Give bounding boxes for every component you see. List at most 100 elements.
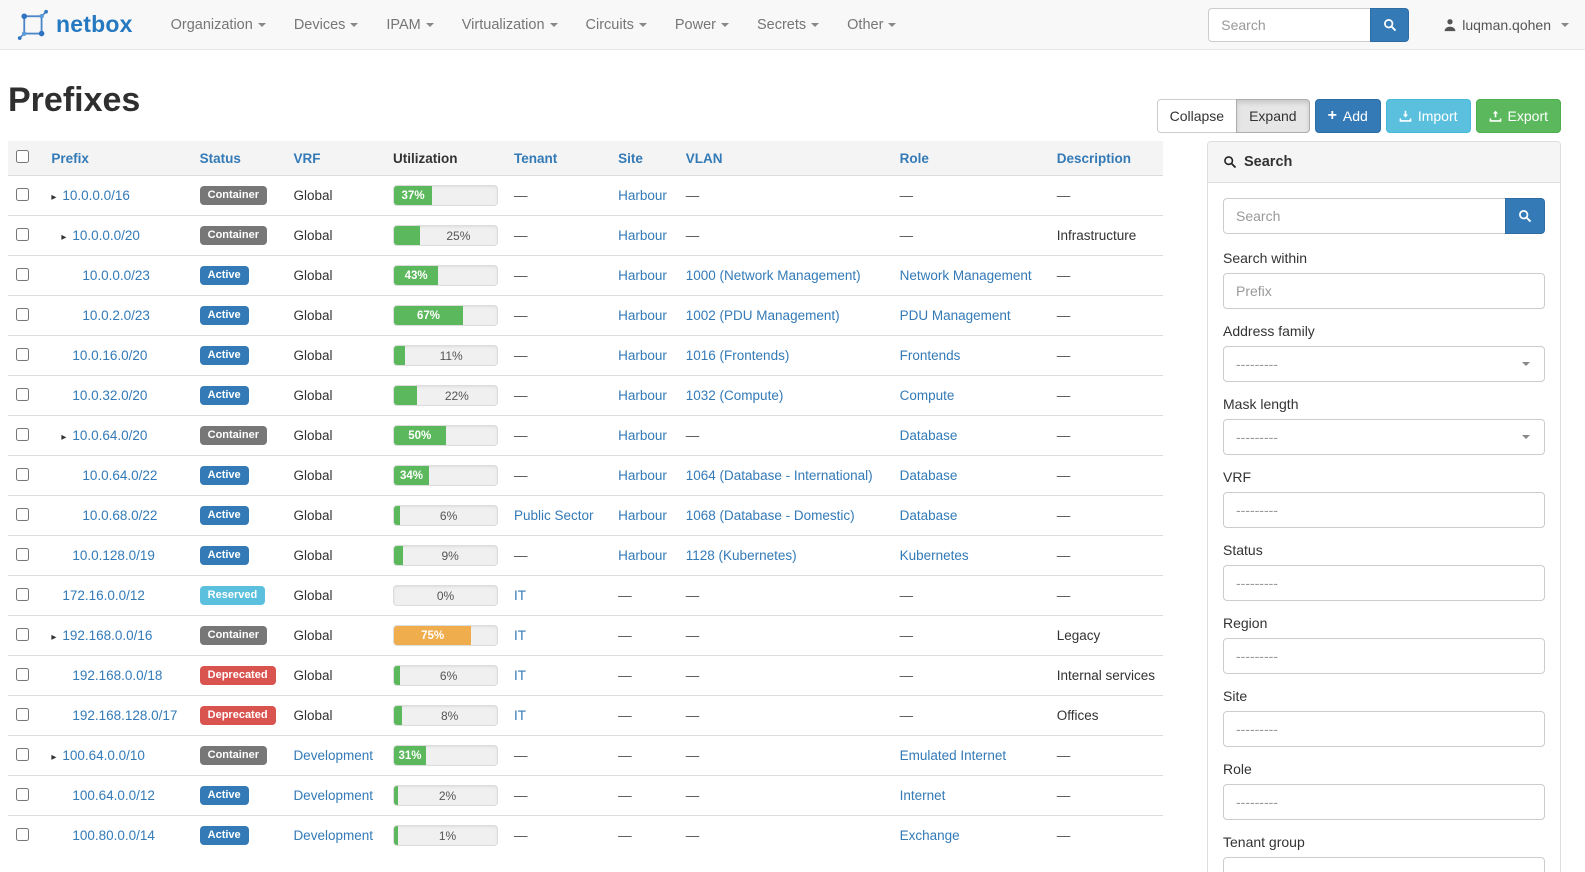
nav-menu-ipam[interactable]: IPAM	[372, 0, 447, 50]
nav-menu-other[interactable]: Other	[833, 0, 910, 50]
add-button[interactable]: + Add	[1314, 99, 1381, 133]
filter-select-site[interactable]: ---------	[1223, 711, 1545, 747]
filter-select-vrf[interactable]: ---------	[1223, 492, 1545, 528]
nav-menu-secrets[interactable]: Secrets	[743, 0, 833, 50]
prefix-link[interactable]: 10.0.68.0/22	[82, 508, 158, 523]
column-header-vlan[interactable]: VLAN	[677, 141, 892, 176]
row-checkbox[interactable]	[16, 707, 29, 721]
filter-input-search-within[interactable]	[1223, 273, 1545, 309]
prefix-link[interactable]: 10.0.64.0/22	[82, 468, 158, 483]
role-cell[interactable]: Internet	[899, 788, 946, 803]
site-cell[interactable]: Harbour	[618, 548, 667, 563]
column-header-prefix[interactable]: Prefix	[43, 141, 192, 176]
role-cell[interactable]: Compute	[899, 388, 955, 403]
filter-select-role[interactable]: ---------	[1223, 784, 1545, 820]
row-checkbox[interactable]	[16, 747, 29, 761]
prefix-link[interactable]: 10.0.0.0/20	[72, 228, 140, 243]
prefix-link[interactable]: 10.0.32.0/20	[72, 388, 148, 403]
site-cell[interactable]: Harbour	[618, 468, 667, 483]
navbar-search-button[interactable]	[1370, 7, 1410, 42]
row-checkbox[interactable]	[16, 347, 29, 361]
tenant-cell[interactable]: IT	[514, 588, 526, 603]
row-checkbox[interactable]	[16, 227, 29, 241]
filter-select-mask-length[interactable]: ---------	[1223, 419, 1545, 455]
row-checkbox[interactable]	[16, 587, 29, 601]
filter-select-tenant-group[interactable]: ---------	[1223, 857, 1545, 872]
role-cell[interactable]: Frontends	[899, 348, 961, 363]
vlan-cell[interactable]: 1128 (Kubernetes)	[685, 548, 797, 563]
role-cell[interactable]: Database	[899, 428, 958, 443]
role-cell[interactable]: Exchange	[899, 828, 960, 843]
site-cell[interactable]: Harbour	[618, 308, 667, 323]
prefix-link[interactable]: 192.168.128.0/17	[72, 708, 178, 723]
vlan-cell[interactable]: 1002 (PDU Management)	[685, 308, 840, 323]
site-cell[interactable]: Harbour	[618, 508, 667, 523]
prefix-link[interactable]: 10.0.128.0/19	[72, 548, 155, 563]
site-cell[interactable]: Harbour	[618, 188, 667, 203]
row-checkbox[interactable]	[16, 507, 29, 521]
column-header-description[interactable]: Description	[1048, 141, 1163, 176]
prefix-link[interactable]: 172.16.0.0/12	[62, 588, 145, 603]
prefix-link[interactable]: 10.0.0.0/16	[62, 188, 130, 203]
prefix-link[interactable]: 10.0.0.0/23	[82, 268, 150, 283]
filter-select-status[interactable]: ---------	[1223, 565, 1545, 601]
vlan-cell[interactable]: 1016 (Frontends)	[685, 348, 790, 363]
vlan-cell[interactable]: 1064 (Database - International)	[685, 468, 873, 483]
prefix-link[interactable]: 100.80.0.0/14	[72, 828, 155, 843]
filter-select-region[interactable]: ---------	[1223, 638, 1545, 674]
expand-button[interactable]: Expand	[1236, 99, 1310, 133]
column-header-status[interactable]: Status	[191, 141, 286, 176]
netbox-logo[interactable]: netbox	[16, 8, 133, 41]
vlan-cell[interactable]: 1000 (Network Management)	[685, 268, 861, 283]
site-cell[interactable]: Harbour	[618, 268, 667, 283]
prefix-link[interactable]: 10.0.2.0/23	[82, 308, 150, 323]
nav-menu-organization[interactable]: Organization	[157, 0, 280, 50]
vrf-cell[interactable]: Development	[293, 788, 373, 803]
row-checkbox[interactable]	[16, 307, 29, 321]
vrf-cell[interactable]: Development	[293, 828, 373, 843]
tenant-cell[interactable]: Public Sector	[514, 508, 594, 523]
vrf-cell[interactable]: Development	[293, 748, 373, 763]
prefix-link[interactable]: 100.64.0.0/12	[72, 788, 155, 803]
row-checkbox[interactable]	[16, 787, 29, 801]
sidebar-search-input[interactable]	[1223, 198, 1505, 234]
nav-menu-devices[interactable]: Devices	[280, 0, 373, 50]
vlan-cell[interactable]: 1032 (Compute)	[685, 388, 784, 403]
column-header-tenant[interactable]: Tenant	[506, 141, 611, 176]
row-checkbox[interactable]	[16, 627, 29, 641]
tenant-cell[interactable]: IT	[514, 708, 526, 723]
column-header-vrf[interactable]: VRF	[285, 141, 385, 176]
row-checkbox[interactable]	[16, 387, 29, 401]
site-cell[interactable]: Harbour	[618, 228, 667, 243]
column-header-role[interactable]: Role	[891, 141, 1049, 176]
role-cell[interactable]: PDU Management	[899, 308, 1011, 323]
vlan-cell[interactable]: 1068 (Database - Domestic)	[685, 508, 855, 523]
role-cell[interactable]: Kubernetes	[899, 548, 969, 563]
role-cell[interactable]: Database	[899, 468, 958, 483]
prefix-link[interactable]: 192.168.0.0/16	[62, 628, 153, 643]
nav-menu-virtualization[interactable]: Virtualization	[448, 0, 572, 50]
row-checkbox[interactable]	[16, 827, 29, 841]
tenant-cell[interactable]: IT	[514, 668, 526, 683]
prefix-link[interactable]: 192.168.0.0/18	[72, 668, 163, 683]
navbar-search-input[interactable]	[1208, 7, 1371, 42]
nav-menu-circuits[interactable]: Circuits	[572, 0, 661, 50]
prefix-link[interactable]: 10.0.16.0/20	[72, 348, 148, 363]
column-header-site[interactable]: Site	[610, 141, 678, 176]
tenant-cell[interactable]: IT	[514, 628, 526, 643]
select-all-checkbox[interactable]	[16, 150, 29, 163]
export-button[interactable]: Export	[1475, 99, 1561, 133]
role-cell[interactable]: Network Management	[899, 268, 1032, 283]
row-checkbox[interactable]	[16, 187, 29, 201]
nav-menu-power[interactable]: Power	[661, 0, 743, 50]
role-cell[interactable]: Database	[899, 508, 958, 523]
site-cell[interactable]: Harbour	[618, 348, 667, 363]
collapse-button[interactable]: Collapse	[1156, 99, 1238, 133]
user-menu[interactable]: luqman.qohen	[1443, 17, 1569, 33]
row-checkbox[interactable]	[16, 467, 29, 481]
row-checkbox[interactable]	[16, 267, 29, 281]
prefix-link[interactable]: 10.0.64.0/20	[72, 428, 148, 443]
row-checkbox[interactable]	[16, 547, 29, 561]
row-checkbox[interactable]	[16, 667, 29, 681]
role-cell[interactable]: Emulated Internet	[899, 748, 1007, 763]
